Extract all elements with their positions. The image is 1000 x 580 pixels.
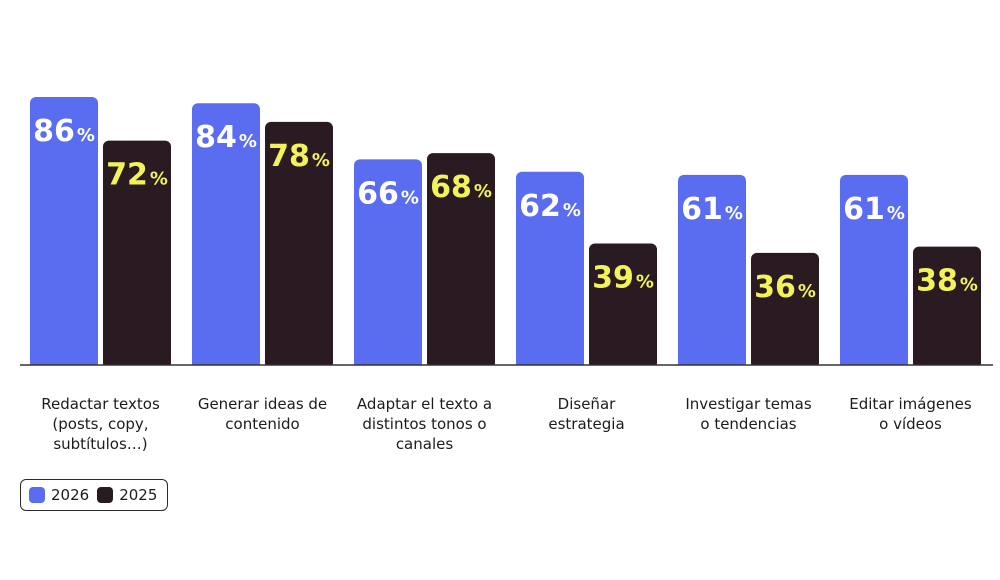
bar-2026-2 xyxy=(354,159,422,369)
legend: 2026 2025 xyxy=(20,479,169,511)
legend-swatch-2026 xyxy=(29,487,45,503)
data-label-2026-2: 66% xyxy=(357,176,419,211)
bar-2026-3 xyxy=(516,171,584,369)
bar-2026-4 xyxy=(678,174,746,369)
category-label-5: Editar imágenes o vídeos xyxy=(849,395,972,433)
data-label-2026-4: 61% xyxy=(681,192,743,227)
category-label-3: Diseñar estrategia xyxy=(548,395,625,433)
data-label-2025-1: 78% xyxy=(268,139,330,174)
legend-label-2025: 2025 xyxy=(119,486,158,504)
legend-item-2026: 2026 xyxy=(29,486,89,504)
bar-2026-0 xyxy=(30,97,98,369)
legend-item-2025: 2025 xyxy=(97,486,157,504)
data-label-2026-3: 62% xyxy=(519,189,581,224)
bar-2025-1 xyxy=(265,121,333,369)
bar-2025-4 xyxy=(751,252,819,369)
data-label-2026-1: 84% xyxy=(195,120,257,155)
bar-chart: 86 % 72 % 84% 78 % 66% 68% 62 % 39 % 61 % 36 % 61 % 38% xyxy=(0,97,1000,375)
category-label-4: Investigar temas o tendencias xyxy=(685,395,812,433)
data-label-2025-0: 72% xyxy=(106,158,168,193)
legend-swatch-2025 xyxy=(97,487,114,503)
bars-group: 86 % 72 % 84% 78 % 66% 68% 62 % 39 % 61 % 36 % 61 % 38% xyxy=(0,97,1000,375)
bar-2025-2 xyxy=(427,153,495,369)
data-label-2025-2: 68% xyxy=(430,170,492,205)
bar-2025-0 xyxy=(103,140,171,369)
data-label-2025-4: 36% xyxy=(754,270,816,305)
bar-2026-1 xyxy=(192,103,260,370)
bar-2025-5 xyxy=(913,246,981,369)
data-label-2025-3: 39% xyxy=(592,260,654,295)
category-label-2: Adaptar el texto a distintos tonos o can… xyxy=(356,395,493,453)
category-label-0: Redactar textos (posts, copy, subtítulos… xyxy=(41,395,160,453)
baseline-mask xyxy=(0,365,1000,375)
data-label-2026-0: 86% xyxy=(33,114,95,149)
bar-2025-3 xyxy=(589,243,657,369)
data-label-2025-5: 38% xyxy=(916,264,978,299)
category-label-1: Generar ideas de contenido xyxy=(197,395,328,433)
legend-label-2026: 2026 xyxy=(51,486,90,504)
data-label-2026-5: 61% xyxy=(843,192,905,227)
bar-2026-5 xyxy=(840,174,908,369)
